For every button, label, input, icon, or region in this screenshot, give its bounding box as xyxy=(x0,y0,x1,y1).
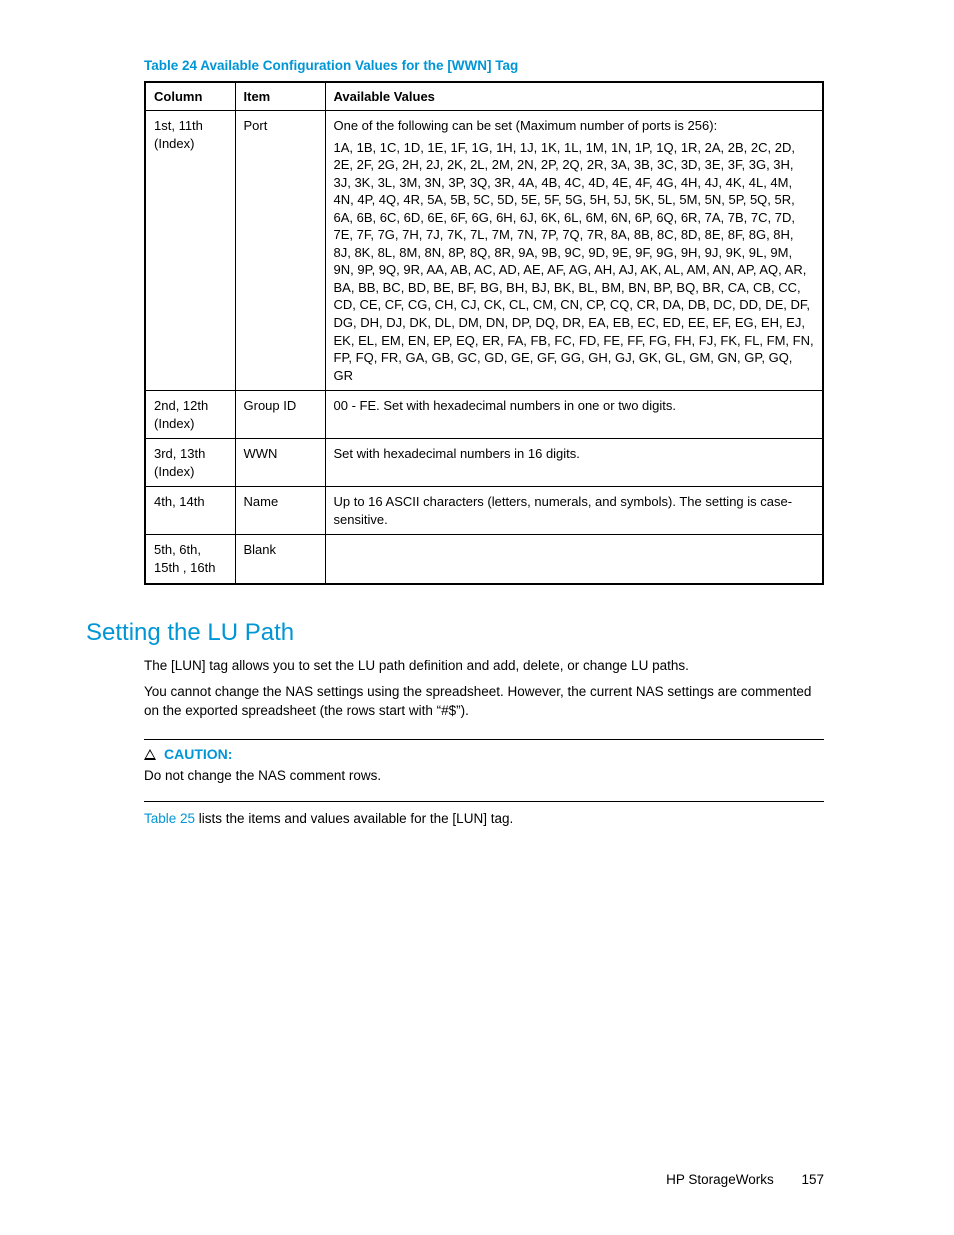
body-paragraph: The [LUN] tag allows you to set the LU p… xyxy=(144,657,824,676)
cell-column: 4th, 14th xyxy=(145,487,235,535)
cell-values: Set with hexadecimal numbers in 16 digit… xyxy=(325,439,823,487)
divider xyxy=(144,739,824,740)
body-paragraph: Table 25 lists the items and values avai… xyxy=(144,810,824,829)
cell-item: Name xyxy=(235,487,325,535)
cell-values: Up to 16 ASCII characters (letters, nume… xyxy=(325,487,823,535)
cell-column: 2nd, 12th (Index) xyxy=(145,391,235,439)
table-row: 1st, 11th (Index) Port One of the follow… xyxy=(145,111,823,391)
th-values: Available Values xyxy=(325,82,823,111)
table-ref-link[interactable]: Table 25 xyxy=(144,811,195,826)
caution-text: Do not change the NAS comment rows. xyxy=(144,768,824,783)
cell-item: WWN xyxy=(235,439,325,487)
divider xyxy=(144,801,824,802)
table-caption: Table 24 Available Configuration Values … xyxy=(144,58,824,73)
config-table: Column Item Available Values 1st, 11th (… xyxy=(144,81,824,585)
caution-row: CAUTION: xyxy=(144,746,824,762)
page-footer: HP StorageWorks 157 xyxy=(666,1172,824,1187)
table-row: 3rd, 13th (Index) WWN Set with hexadecim… xyxy=(145,439,823,487)
cell-item: Blank xyxy=(235,535,325,584)
th-column: Column xyxy=(145,82,235,111)
table-row: 4th, 14th Name Up to 16 ASCII characters… xyxy=(145,487,823,535)
cell-values xyxy=(325,535,823,584)
th-item: Item xyxy=(235,82,325,111)
values-intro: One of the following can be set (Maximum… xyxy=(334,117,815,135)
caution-icon xyxy=(144,749,156,760)
cell-column: 3rd, 13th (Index) xyxy=(145,439,235,487)
caution-label: CAUTION: xyxy=(164,746,232,762)
cell-column: 5th, 6th, 15th , 16th xyxy=(145,535,235,584)
section-heading: Setting the LU Path xyxy=(86,619,824,647)
cell-column: 1st, 11th (Index) xyxy=(145,111,235,391)
body-paragraph: You cannot change the NAS settings using… xyxy=(144,683,824,721)
footer-text: HP StorageWorks xyxy=(666,1172,774,1187)
table-row: 2nd, 12th (Index) Group ID 00 - FE. Set … xyxy=(145,391,823,439)
cell-item: Group ID xyxy=(235,391,325,439)
page-number: 157 xyxy=(801,1172,824,1187)
values-list: 1A, 1B, 1C, 1D, 1E, 1F, 1G, 1H, 1J, 1K, … xyxy=(334,140,814,383)
table-header-row: Column Item Available Values xyxy=(145,82,823,111)
cell-values: 00 - FE. Set with hexadecimal numbers in… xyxy=(325,391,823,439)
cell-values: One of the following can be set (Maximum… xyxy=(325,111,823,391)
ref-text: lists the items and values available for… xyxy=(195,811,513,826)
table-row: 5th, 6th, 15th , 16th Blank xyxy=(145,535,823,584)
cell-item: Port xyxy=(235,111,325,391)
